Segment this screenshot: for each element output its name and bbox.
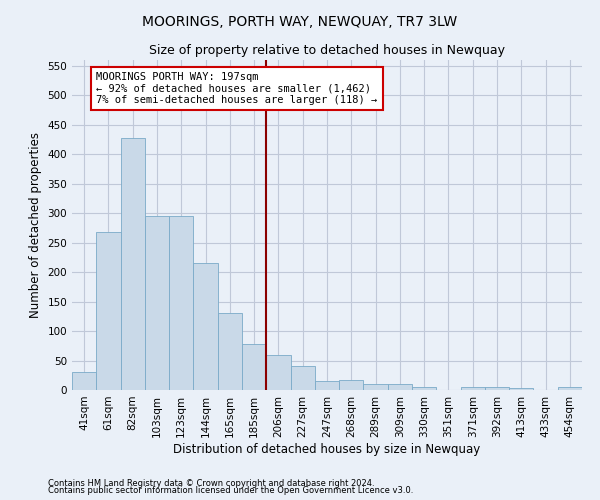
Bar <box>461 387 485 390</box>
Bar <box>339 380 364 390</box>
Bar <box>315 381 339 390</box>
Bar <box>169 216 193 390</box>
Bar <box>266 354 290 390</box>
Text: Contains HM Land Registry data © Crown copyright and database right 2024.: Contains HM Land Registry data © Crown c… <box>48 478 374 488</box>
Bar <box>145 216 169 390</box>
Bar <box>388 384 412 390</box>
Text: Contains public sector information licensed under the Open Government Licence v3: Contains public sector information licen… <box>48 486 413 495</box>
Bar <box>242 344 266 390</box>
Bar <box>96 232 121 390</box>
X-axis label: Distribution of detached houses by size in Newquay: Distribution of detached houses by size … <box>173 442 481 456</box>
Title: Size of property relative to detached houses in Newquay: Size of property relative to detached ho… <box>149 44 505 58</box>
Bar <box>193 262 218 390</box>
Bar <box>72 372 96 390</box>
Bar <box>412 387 436 390</box>
Bar <box>218 314 242 390</box>
Y-axis label: Number of detached properties: Number of detached properties <box>29 132 42 318</box>
Bar <box>558 387 582 390</box>
Text: MOORINGS, PORTH WAY, NEWQUAY, TR7 3LW: MOORINGS, PORTH WAY, NEWQUAY, TR7 3LW <box>142 15 458 29</box>
Bar <box>509 388 533 390</box>
Bar <box>290 366 315 390</box>
Bar <box>485 387 509 390</box>
Bar <box>364 384 388 390</box>
Bar <box>121 138 145 390</box>
Text: MOORINGS PORTH WAY: 197sqm
← 92% of detached houses are smaller (1,462)
7% of se: MOORINGS PORTH WAY: 197sqm ← 92% of deta… <box>96 72 377 105</box>
